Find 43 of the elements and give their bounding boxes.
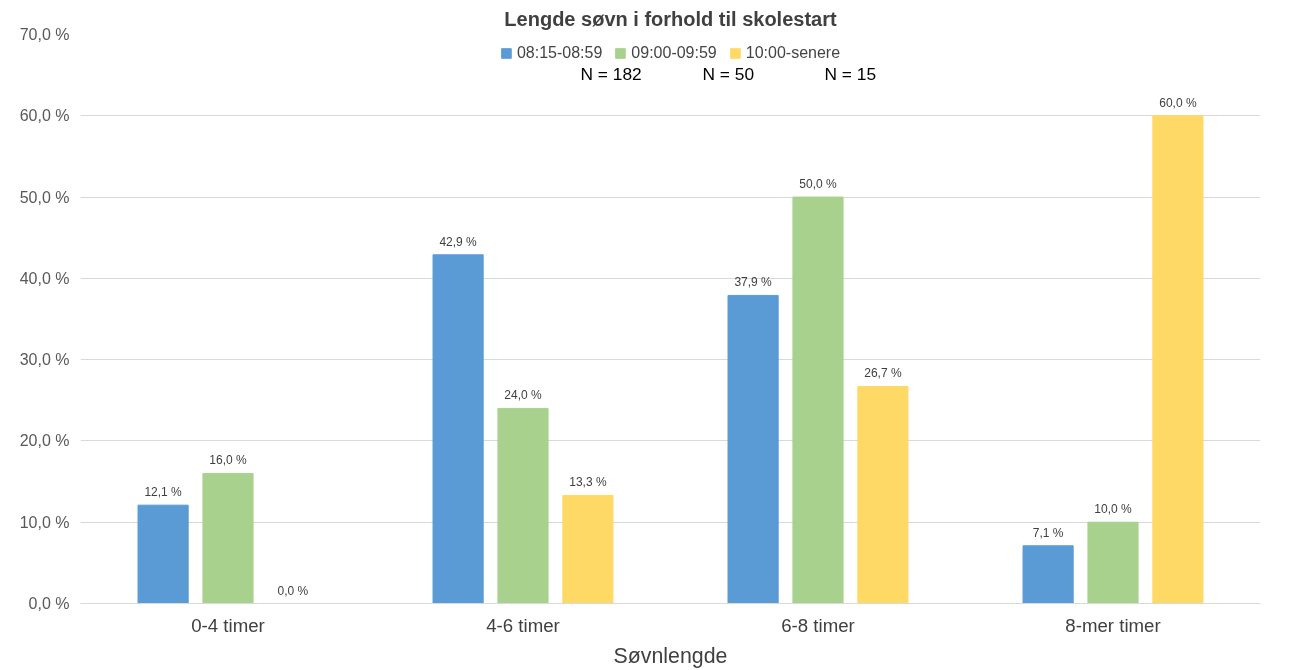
x-tick-label: 8-mer timer <box>1065 614 1161 636</box>
data-label: 13,3 % <box>569 475 607 490</box>
bar <box>857 385 909 604</box>
x-axis-title: Søvnlengde <box>613 643 728 668</box>
y-tick-label: 70,0 % <box>19 26 70 43</box>
data-label: 10,0 % <box>1094 502 1133 517</box>
data-label: 50,0 % <box>799 177 838 192</box>
x-tick-label: 4-6 timer <box>486 614 560 636</box>
bar <box>562 494 614 604</box>
bar <box>202 472 254 604</box>
x-tick-label: 0-4 timer <box>191 614 265 636</box>
legend-label: 10:00-senere <box>745 44 841 62</box>
data-label: 24,0 % <box>504 388 543 403</box>
data-label: 16,0 % <box>209 453 248 468</box>
annotation: N = 182 <box>580 63 642 84</box>
y-tick-label: 60,0 % <box>19 107 70 125</box>
bar <box>432 254 484 604</box>
data-label: 7,1 % <box>1032 525 1064 540</box>
x-tick-label: 6-8 timer <box>781 614 855 636</box>
data-label: 37,9 % <box>734 275 773 290</box>
y-tick-label: 0,0 % <box>28 595 70 612</box>
bar <box>497 407 549 604</box>
y-tick-label: 20,0 % <box>19 432 70 450</box>
data-label: 12,1 % <box>144 485 183 500</box>
bar <box>792 196 844 604</box>
bar <box>727 294 779 604</box>
bar <box>1152 115 1204 604</box>
bar <box>1022 545 1074 604</box>
data-label: 60,0 % <box>1159 95 1197 110</box>
legend-label: 09:00-09:59 <box>631 44 717 62</box>
bar <box>1087 521 1139 604</box>
y-tick-label: 10,0 % <box>19 513 70 531</box>
chart-title: Lengde søvn i forhold til skolestart <box>504 7 837 30</box>
annotation: N = 15 <box>824 63 877 84</box>
y-tick-label: 50,0 % <box>19 188 70 206</box>
data-label: 26,7 % <box>864 366 902 381</box>
data-label: 42,9 % <box>439 234 478 249</box>
data-label: 0,0 % <box>277 583 309 598</box>
bar <box>137 504 189 604</box>
annotation: N = 50 <box>702 63 755 84</box>
y-tick-label: 40,0 % <box>19 269 70 287</box>
legend-label: 08:15-08:59 <box>516 44 603 62</box>
y-tick-label: 30,0 % <box>19 351 70 369</box>
